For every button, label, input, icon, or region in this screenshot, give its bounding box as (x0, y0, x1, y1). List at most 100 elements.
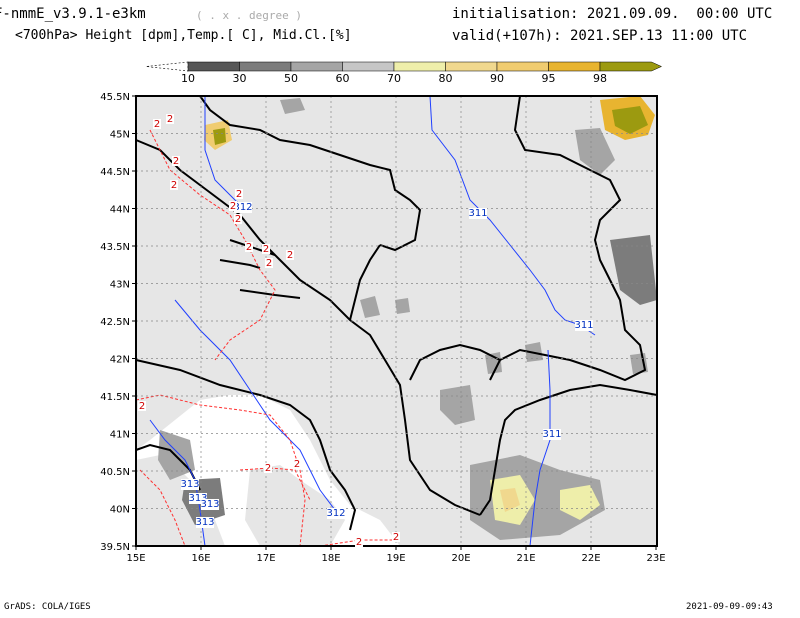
model-title: F-nmmE_v3.9.1-e3km (0, 6, 146, 22)
lon-label: 20E (451, 553, 470, 564)
temp-contour-label: 2 (263, 244, 269, 255)
lon-label: 19E (386, 553, 405, 564)
valid-time: valid(+107h): 2021.SEP.13 11:00 UTC (452, 28, 748, 44)
colorbar-label: 98 (593, 72, 607, 85)
lat-label: 41N (110, 430, 130, 441)
lat-label: 45N (110, 130, 130, 141)
temp-contour-label: 2 (173, 156, 179, 167)
colorbar-label: 95 (542, 72, 556, 85)
temp-label-bg (166, 114, 174, 124)
longitude-labels: 15E 16E 17E 18E 19E 20E 21E 22E 23E (126, 546, 666, 564)
cloud-patches (158, 96, 657, 540)
temp-contour-label: 2 (246, 242, 252, 253)
temp-label-bg (235, 189, 243, 199)
temp-contour-label: 2 (139, 401, 145, 412)
lon-label: 23E (646, 553, 665, 564)
temp-label-bg (229, 201, 237, 211)
temp-label-bg (293, 459, 301, 469)
colorbar-swatch (342, 61, 395, 72)
height-label-bg (469, 208, 487, 219)
temp-contour-label: 2 (167, 114, 173, 125)
temp-label-bg (392, 532, 400, 542)
footer-timestamp: 2021-09-09-09:43 (686, 602, 773, 612)
colorbar: 10 30 50 60 70 80 90 95 98 (145, 61, 663, 85)
colorbar-label: 70 (387, 72, 401, 85)
height-contour-label: 312 (326, 508, 345, 519)
temp-label-bg (153, 119, 161, 129)
lon-label: 21E (516, 553, 535, 564)
height-label-bg (201, 499, 219, 510)
lat-label: 43N (110, 280, 130, 291)
unit-hint: ( . x . degree ) (196, 9, 302, 22)
height-label-bg (234, 202, 252, 213)
temp-contour-label: 2 (171, 180, 177, 191)
lat-label: 41.5N (100, 392, 130, 403)
temp-label-bg (264, 463, 272, 473)
temp-label-bg (355, 537, 363, 547)
lat-label: 42N (110, 355, 130, 366)
colorbar-swatch (290, 61, 343, 72)
temp-label-bg (138, 401, 146, 411)
colorbar-label: 10 (181, 72, 195, 85)
colorbar-label: 50 (284, 72, 298, 85)
height-contour-label: 311 (468, 208, 487, 219)
colorbar-low-arrow (145, 61, 189, 72)
lat-label: 39.5N (100, 542, 130, 553)
lat-label: 44.5N (100, 167, 130, 178)
height-label-bg (189, 493, 207, 504)
colorbar-swatch (239, 61, 292, 72)
colorbar-swatch (445, 61, 498, 72)
height-contour-label: 313 (195, 517, 214, 528)
latitude-labels: 45.5N 45N 44.5N 44N 43.5N 43N 42.5N 42N 41.5N 41N… (100, 92, 136, 553)
lon-label: 18E (321, 553, 340, 564)
height-contour-label: 311 (574, 320, 593, 331)
temp-contour-label: 2 (287, 250, 293, 261)
colorbar-swatch (548, 61, 601, 72)
temp-label-bg (170, 180, 178, 190)
temp-contour-label: 2 (356, 537, 362, 548)
colorbar-swatch (599, 61, 663, 72)
colorbar-swatch (496, 61, 549, 72)
height-label-bg (196, 517, 214, 528)
height-label-bg (181, 479, 199, 490)
temp-label-bg (245, 242, 253, 252)
coastlines-borders (135, 95, 658, 531)
temp-contour-label: 2 (265, 463, 271, 474)
init-time: initialisation: 2021.09.09. 00:00 UTC (452, 6, 773, 22)
temp-label-bg (234, 214, 242, 224)
colorbar-label: 80 (439, 72, 453, 85)
lat-label: 42.5N (100, 317, 130, 328)
temp-contour-label: 2 (235, 214, 241, 225)
temp-label-bg (265, 258, 273, 268)
lon-label: 17E (256, 553, 275, 564)
height-label-bg (543, 429, 561, 440)
colorbar-label: 90 (490, 72, 504, 85)
temp-label-bg (172, 156, 180, 166)
lat-label: 40N (110, 505, 130, 516)
height-contour-label: 313 (188, 493, 207, 504)
lon-label: 16E (191, 553, 210, 564)
footer-credit: GrADS: COLA/IGES (4, 602, 91, 612)
temp-contour-label: 2 (230, 201, 236, 212)
temp-contour-label: 2 (266, 258, 272, 269)
lon-label: 15E (126, 553, 145, 564)
height-contour-label: 311 (542, 429, 561, 440)
height-contour-label: 313 (180, 479, 199, 490)
temp-contour-label: 2 (294, 459, 300, 470)
height-label-bg (575, 320, 593, 331)
lat-label: 43.5N (100, 242, 130, 253)
temp-label-bg (286, 250, 294, 260)
temp-contour-label: 2 (154, 119, 160, 130)
lon-label: 22E (581, 553, 600, 564)
lat-label: 45.5N (100, 92, 130, 103)
colorbar-label: 60 (336, 72, 350, 85)
height-label-bg (327, 508, 345, 519)
fields-subtitle: <700hPa> Height [dpm],Temp.[ C], Mid.Cl.… (15, 28, 352, 43)
lat-label: 40.5N (100, 467, 130, 478)
colorbar-swatch (393, 61, 446, 72)
height-contour-label: 312 (233, 202, 252, 213)
temp-label-bg (262, 244, 270, 254)
colorbar-swatch (187, 61, 240, 72)
